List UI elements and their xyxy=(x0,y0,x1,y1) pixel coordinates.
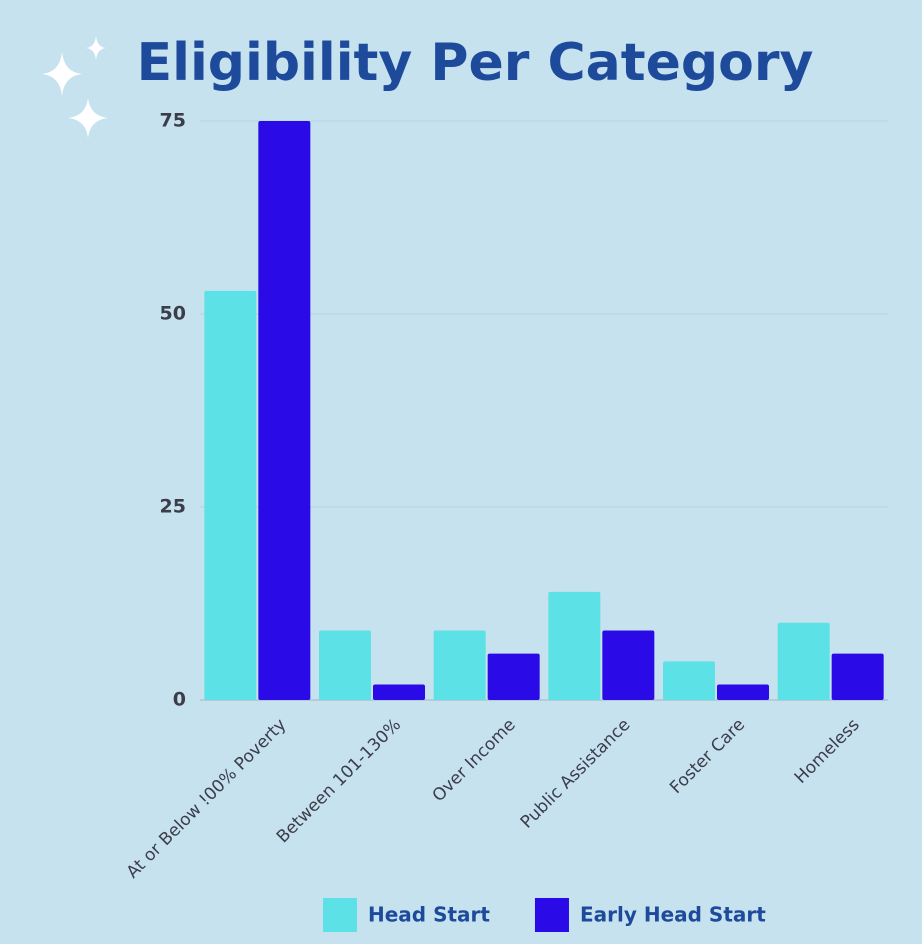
y-tick-label: 25 xyxy=(160,496,186,518)
bar xyxy=(548,591,601,700)
y-tick-label: 0 xyxy=(173,689,186,711)
bar xyxy=(204,290,257,700)
bar xyxy=(373,684,425,700)
bar xyxy=(319,630,371,700)
y-tick-label: 75 xyxy=(160,110,186,132)
legend-label: Early Head Start xyxy=(580,903,766,927)
bar xyxy=(777,622,830,700)
bar xyxy=(487,653,540,700)
bar xyxy=(663,661,715,700)
legend-swatch xyxy=(323,898,357,932)
bar xyxy=(831,653,884,700)
bar xyxy=(602,630,655,700)
chart-title: Eligibility Per Category xyxy=(137,33,814,93)
legend-label: Head Start xyxy=(368,903,490,927)
legend-swatch xyxy=(534,898,569,932)
bar xyxy=(258,121,311,700)
bar xyxy=(717,684,769,700)
sparkles xyxy=(42,36,108,138)
bar xyxy=(433,630,486,700)
y-tick-label: 50 xyxy=(160,303,186,325)
